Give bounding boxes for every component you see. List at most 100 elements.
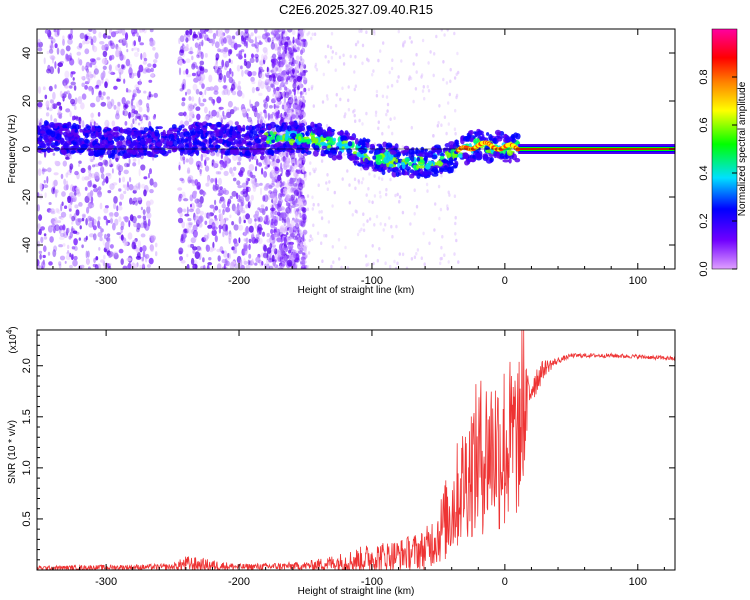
spectrogram-noise-cell: [241, 35, 244, 42]
spectrogram-noise-cell: [264, 184, 270, 190]
spectrogram-noise-cell: [229, 167, 233, 174]
spectrogram-noise-cell: [251, 81, 256, 85]
spectrogram-noise-cell: [192, 61, 197, 68]
spectrogram-noise-cell: [440, 29, 443, 32]
colorbar-gradient: [711, 28, 738, 270]
spectrogram-noise-cell: [385, 187, 388, 192]
spectrogram-noise-cell: [117, 163, 121, 172]
spectrogram-noise-cell: [266, 247, 272, 254]
spectrogram-noise-cell: [288, 58, 294, 62]
spectrogram-noise-cell: [195, 207, 201, 215]
spectrogram-noise-cell: [100, 101, 107, 107]
spectrogram-noise-cell: [201, 153, 207, 158]
spectrogram-noise-cell: [118, 248, 124, 254]
spectrogram-noise-cell: [121, 29, 126, 36]
spectrogram-noise-cell: [69, 265, 73, 269]
spectrogram-noise-cell: [237, 205, 244, 212]
spectrogram-noise-cell: [409, 76, 413, 81]
spectrogram-noise-cell: [365, 193, 368, 197]
spectrogram-noise-cell: [284, 81, 289, 85]
spectrogram-noise-cell: [257, 81, 261, 90]
spectrogram-noise-cell: [117, 205, 123, 211]
spectrogram-noise-cell: [416, 248, 420, 252]
snr-xlabel: Height of straight line (km): [298, 586, 415, 597]
spectrogram-noise-cell: [284, 46, 288, 54]
spectrogram-noise-cell: [273, 112, 277, 117]
spectrogram-ridge-cell: [90, 132, 97, 139]
spectrogram-noise-cell: [245, 226, 249, 234]
spectrogram-noise-cell: [40, 236, 44, 244]
spectrogram-noise-cell: [286, 66, 288, 71]
spectrogram-noise-cell: [293, 189, 299, 197]
spectrogram-noise-cell: [44, 94, 48, 100]
spectrogram-noise-cell: [204, 53, 208, 58]
spectrogram-ridge-cell: [241, 133, 247, 138]
spectrogram-noise-cell: [199, 73, 206, 81]
spectrogram-ridge-cell: [168, 133, 175, 140]
spectrogram-noise-cell: [60, 211, 67, 218]
spectrogram-noise-cell: [306, 264, 309, 269]
spectrogram-noise-cell: [196, 202, 201, 208]
spectrogram-noise-cell: [257, 78, 263, 87]
spectrogram-ridge-cell: [362, 148, 367, 154]
spectrogram-noise-cell: [181, 97, 186, 102]
spectrogram-ridge-cell: [269, 121, 276, 129]
spectrogram-ridge-cell: [183, 131, 190, 138]
spectrogram-noise-cell: [81, 217, 85, 222]
spectrogram-noise-cell: [409, 222, 412, 226]
spectrogram-noise-cell: [292, 36, 295, 44]
spectrogram-noise-cell: [226, 111, 232, 119]
spectrogram-noise-cell: [113, 104, 117, 110]
spectrogram-noise-cell: [222, 198, 226, 205]
spectrogram-noise-cell: [446, 29, 449, 32]
spectrogram-noise-cell: [261, 231, 265, 237]
spectrogram-ridge-cell: [110, 152, 115, 157]
spectrogram-ridge-cell: [246, 130, 251, 135]
spectrogram-noise-cell: [254, 107, 257, 113]
spectrogram-noise-cell: [177, 187, 183, 191]
spectrogram-ridge-cell: [346, 148, 353, 154]
spectrogram-noise-cell: [184, 47, 190, 51]
spectrogram-noise-cell: [214, 199, 217, 206]
spectrogram-noise-cell: [289, 166, 294, 173]
spectrogram-noise-cell: [289, 197, 294, 205]
spectrogram-noise-cell: [138, 64, 144, 73]
spectrogram-noise-cell: [246, 112, 249, 119]
spectrogram-noise-cell: [68, 192, 75, 198]
snr-xtick-label: -200: [228, 576, 250, 588]
spectrogram-noise-cell: [87, 71, 92, 75]
spectrogram-noise-cell: [188, 96, 192, 101]
spectrogram-noise-cell: [119, 53, 124, 61]
spectrogram-noise-cell: [52, 249, 57, 258]
spectrogram-ridge-cell: [145, 138, 152, 144]
spectrogram-noise-cell: [188, 157, 194, 165]
spectrogram-noise-cell: [187, 175, 194, 181]
spectrogram-noise-cell: [293, 183, 298, 187]
spectrogram-noise-cell: [300, 196, 306, 200]
spectrogram-noise-cell: [199, 168, 202, 175]
spectrogram-noise-cell: [226, 70, 231, 78]
spectrogram-noise-cell: [57, 66, 60, 74]
spectrogram-noise-cell: [314, 167, 317, 171]
spectrogram-ridge-cell: [192, 142, 199, 146]
spectrogram-ridge-cell: [401, 171, 405, 175]
spectrogram-ridge-cell: [60, 140, 68, 146]
spectrogram-noise-cell: [257, 217, 261, 222]
spectrogram-noise-cell: [179, 212, 183, 218]
spectrogram-ridge-cell: [40, 125, 45, 130]
spectrogram-noise-cell: [373, 194, 377, 198]
spectrogram-noise-cell: [198, 53, 202, 58]
spectrogram-noise-cell: [241, 93, 245, 99]
spectrogram-noise-cell: [270, 215, 275, 219]
spectrogram-noise-cell: [74, 105, 77, 110]
spectrogram-noise-cell: [410, 40, 413, 44]
spectrogram-noise-cell: [274, 81, 280, 86]
spectrogram-noise-cell: [292, 262, 298, 269]
spectrogram-noise-cell: [111, 120, 116, 127]
spectrogram-ridge-cell: [416, 157, 421, 162]
spectrogram-noise-cell: [196, 113, 201, 121]
spectrogram-ridge-cell: [452, 165, 458, 169]
spectrogram-noise-cell: [275, 158, 281, 164]
spectrogram-noise-cell: [137, 182, 141, 191]
